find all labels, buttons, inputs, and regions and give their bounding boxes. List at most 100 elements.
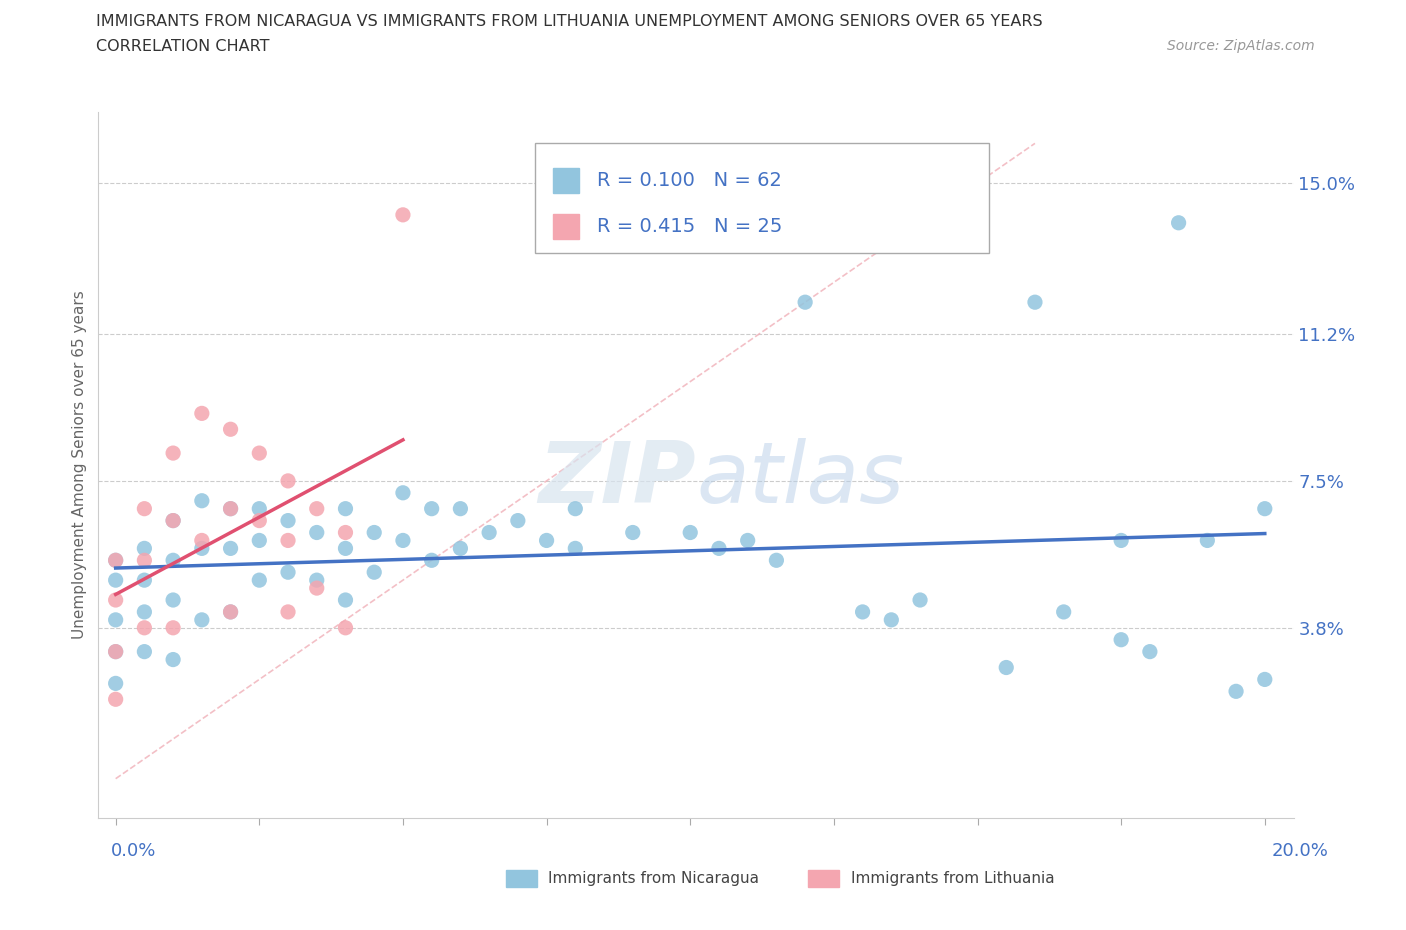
Point [679, 525, 702, 540]
Bar [553, 214, 579, 239]
Point [1254, 501, 1277, 516]
Point [104, 552, 127, 567]
Point [335, 620, 357, 635]
Point [420, 552, 443, 567]
Bar [506, 870, 537, 887]
Point [765, 552, 787, 567]
Text: 20.0%: 20.0% [1272, 842, 1329, 859]
Y-axis label: Unemployment Among Seniors over 65 years: Unemployment Among Seniors over 65 years [72, 291, 87, 640]
Point [335, 541, 357, 556]
Point [506, 513, 529, 528]
Point [104, 592, 127, 607]
Point [449, 541, 471, 556]
Point [1225, 684, 1247, 698]
Point [219, 604, 242, 619]
Point [219, 541, 242, 556]
Point [104, 552, 127, 567]
Point [908, 592, 931, 607]
Point [162, 445, 184, 460]
Text: Immigrants from Lithuania: Immigrants from Lithuania [851, 871, 1054, 886]
Point [1109, 632, 1132, 647]
Point [134, 644, 156, 659]
Point [277, 604, 299, 619]
Point [191, 613, 214, 628]
Point [363, 565, 385, 579]
Point [305, 501, 328, 516]
Point [880, 613, 903, 628]
Point [1109, 533, 1132, 548]
Point [104, 573, 127, 588]
Point [1053, 604, 1076, 619]
Point [104, 644, 127, 659]
Point [420, 501, 443, 516]
Point [162, 513, 184, 528]
FancyBboxPatch shape [534, 143, 988, 253]
Point [162, 513, 184, 528]
Point [1139, 644, 1161, 659]
Bar [808, 870, 839, 887]
Point [995, 660, 1018, 675]
Point [794, 295, 817, 310]
Text: Immigrants from Nicaragua: Immigrants from Nicaragua [548, 871, 759, 886]
Point [564, 501, 586, 516]
Point [247, 501, 270, 516]
Point [104, 644, 127, 659]
Text: ZIP: ZIP [538, 438, 696, 521]
Point [707, 541, 730, 556]
Point [162, 592, 184, 607]
Point [363, 525, 385, 540]
Text: IMMIGRANTS FROM NICARAGUA VS IMMIGRANTS FROM LITHUANIA UNEMPLOYMENT AMONG SENIOR: IMMIGRANTS FROM NICARAGUA VS IMMIGRANTS … [96, 14, 1042, 29]
Point [219, 604, 242, 619]
Point [134, 604, 156, 619]
Point [335, 525, 357, 540]
Point [134, 552, 156, 567]
Point [564, 541, 586, 556]
Point [737, 533, 759, 548]
Point [1167, 216, 1189, 231]
Point [134, 541, 156, 556]
Point [305, 573, 328, 588]
Point [277, 513, 299, 528]
Point [219, 422, 242, 437]
Point [277, 533, 299, 548]
Point [191, 541, 214, 556]
Text: Source: ZipAtlas.com: Source: ZipAtlas.com [1167, 39, 1315, 53]
Point [621, 525, 644, 540]
Point [305, 580, 328, 595]
Point [478, 525, 501, 540]
Point [277, 565, 299, 579]
Point [162, 652, 184, 667]
Point [247, 513, 270, 528]
Point [104, 613, 127, 628]
Point [392, 207, 415, 222]
Point [536, 533, 558, 548]
Point [335, 501, 357, 516]
Point [191, 533, 214, 548]
Text: R = 0.415   N = 25: R = 0.415 N = 25 [596, 217, 782, 236]
Point [247, 573, 270, 588]
Point [1254, 672, 1277, 687]
Point [104, 676, 127, 691]
Point [247, 533, 270, 548]
Point [392, 485, 415, 500]
Text: 0.0%: 0.0% [111, 842, 156, 859]
Point [134, 501, 156, 516]
Point [191, 405, 214, 420]
Point [162, 552, 184, 567]
Text: CORRELATION CHART: CORRELATION CHART [96, 39, 269, 54]
Point [335, 592, 357, 607]
Point [1197, 533, 1219, 548]
Point [134, 573, 156, 588]
Point [277, 473, 299, 488]
Point [1024, 295, 1046, 310]
Point [191, 493, 214, 508]
Point [449, 501, 471, 516]
Point [219, 501, 242, 516]
Text: R = 0.100   N = 62: R = 0.100 N = 62 [596, 171, 782, 190]
Point [392, 533, 415, 548]
Point [219, 501, 242, 516]
Point [104, 692, 127, 707]
Text: atlas: atlas [696, 438, 904, 521]
Point [162, 620, 184, 635]
Point [134, 620, 156, 635]
